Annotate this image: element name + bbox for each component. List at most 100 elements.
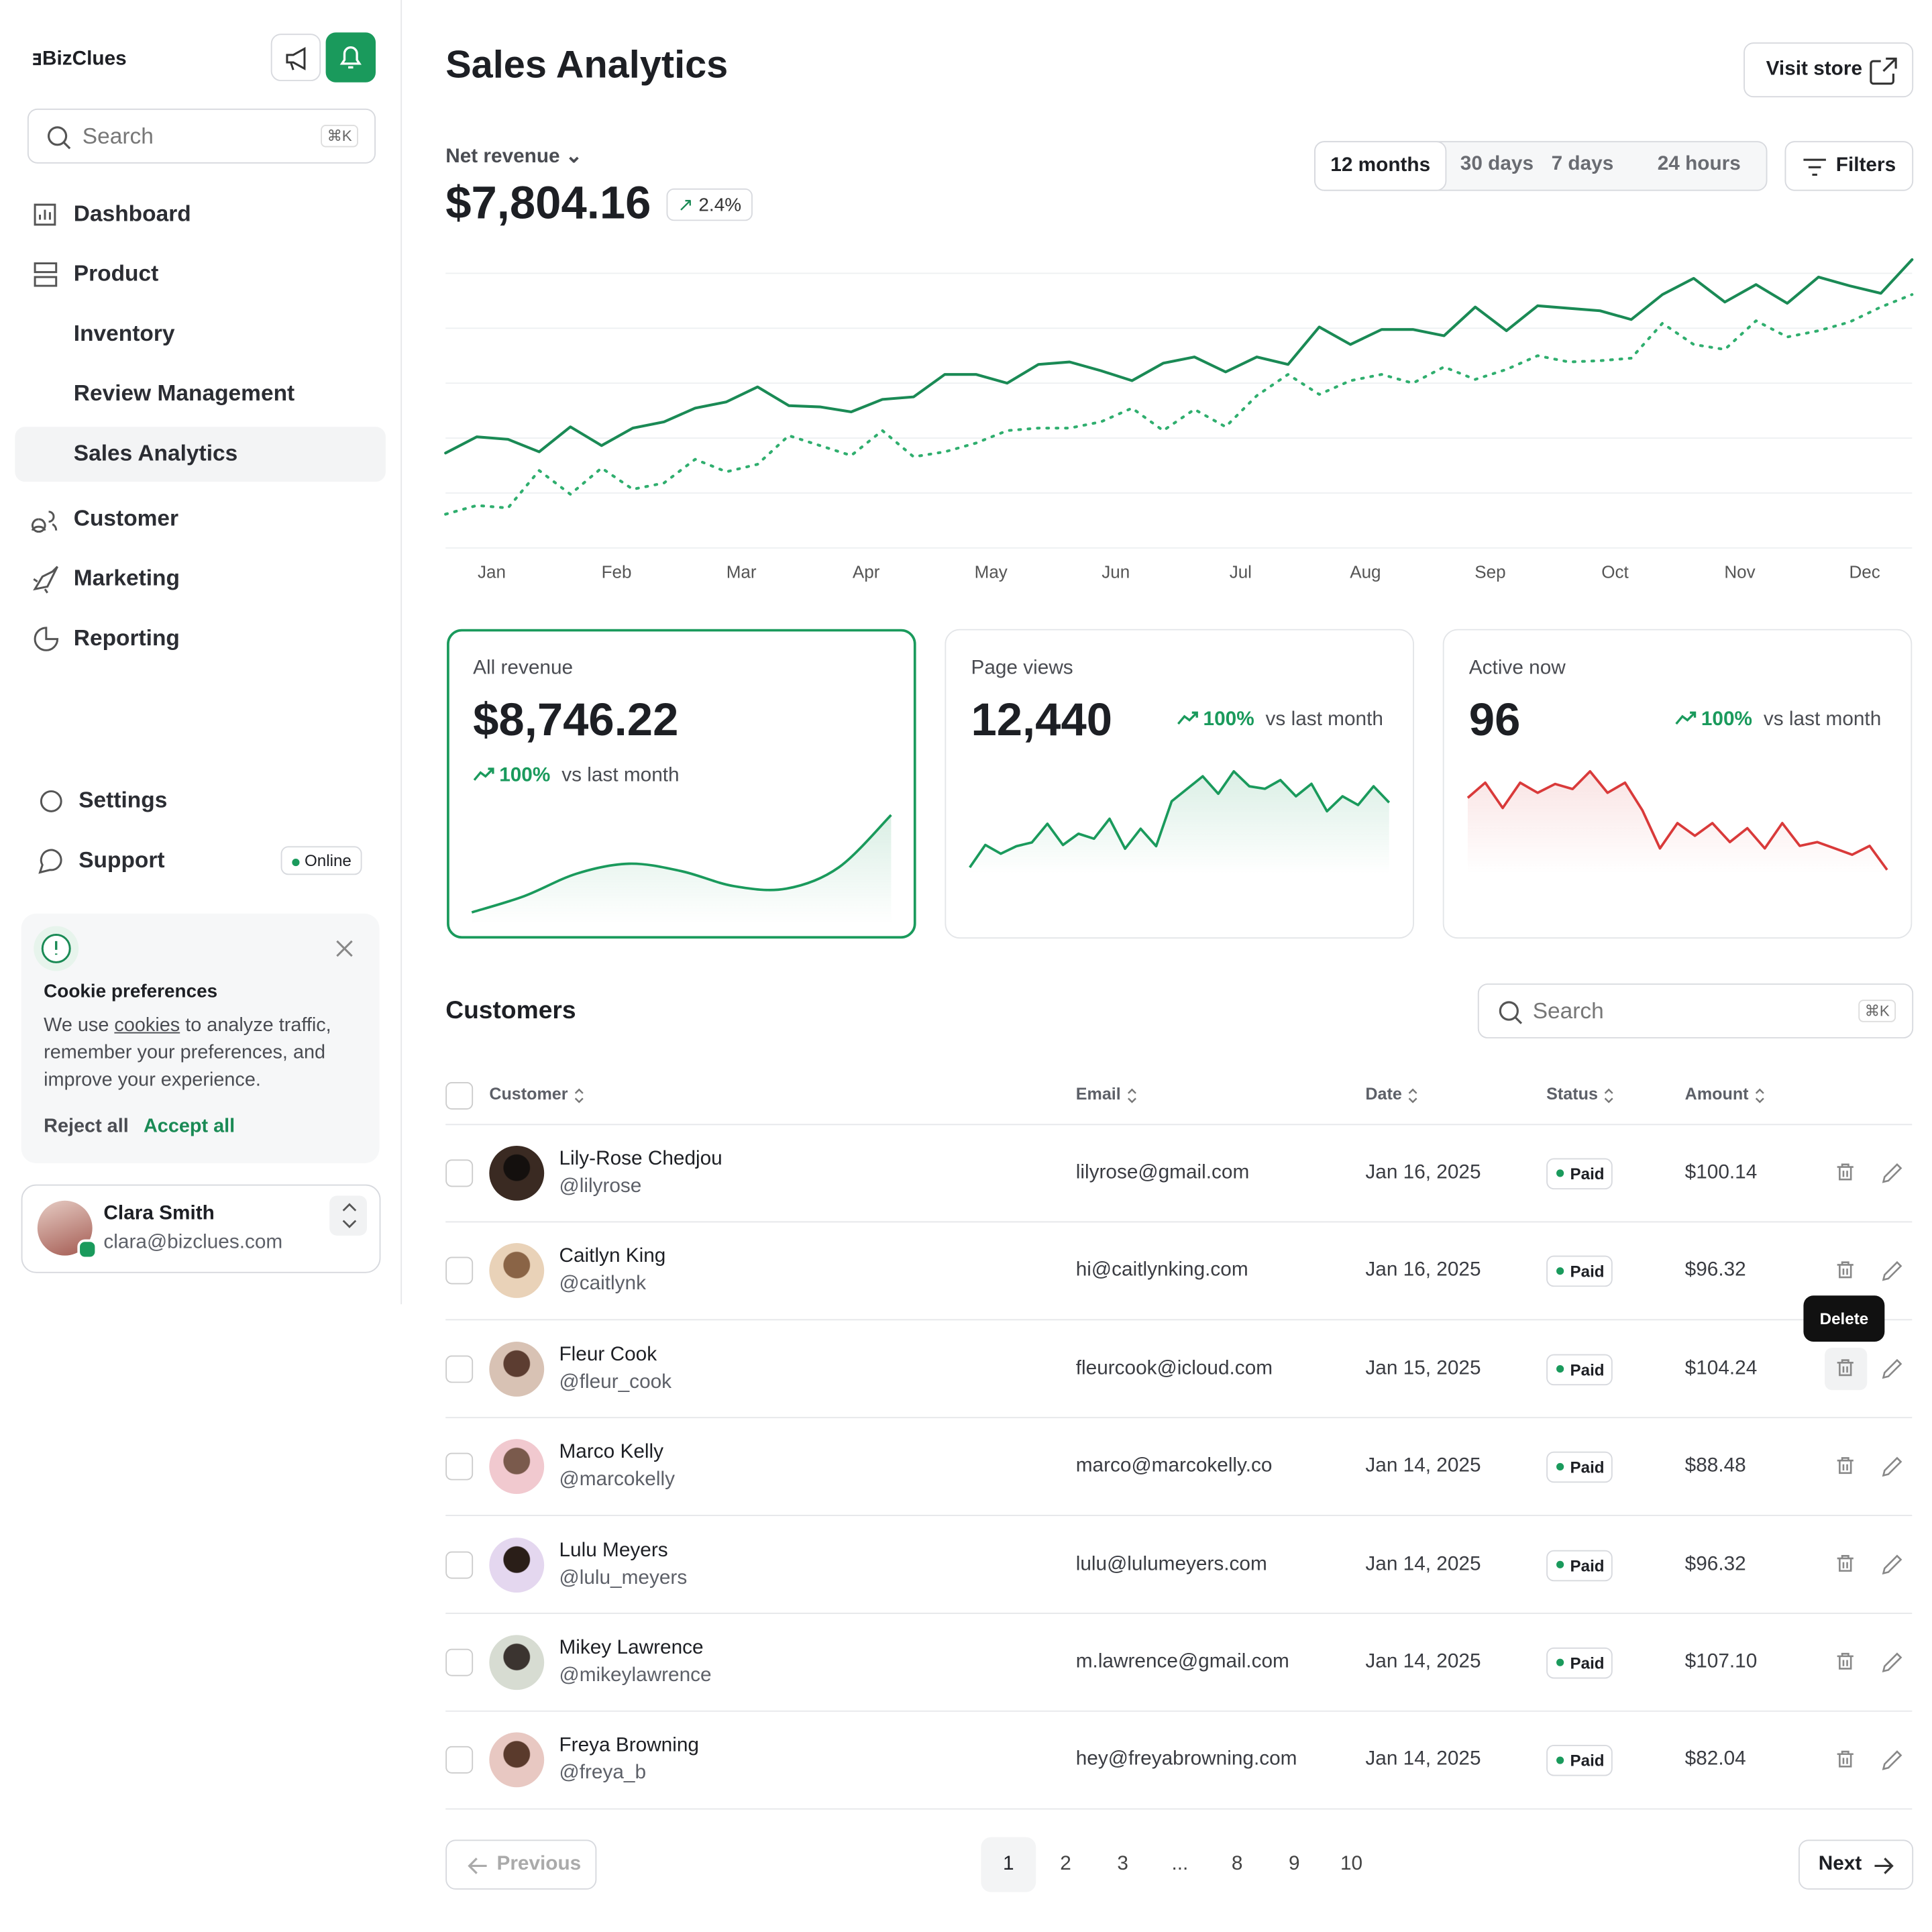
page-button[interactable]: 3: [1117, 1853, 1128, 1875]
column-header[interactable]: Amount: [1684, 1084, 1749, 1104]
range-tab[interactable]: 30 days: [1460, 153, 1534, 175]
revenue-line: [444, 258, 1914, 455]
x-tick-label: Feb: [602, 561, 632, 582]
row-checkbox[interactable]: [445, 1257, 474, 1285]
row-checkbox[interactable]: [445, 1452, 474, 1481]
filters-button[interactable]: Filters: [1784, 141, 1914, 191]
notification-button[interactable]: [325, 32, 376, 83]
icon: [1499, 1001, 1523, 1024]
avatar: [489, 1439, 545, 1495]
active-nav-bg: [15, 427, 386, 482]
x-tick-label: Sep: [1474, 561, 1505, 582]
nav-item[interactable]: Inventory: [73, 321, 175, 346]
page-button[interactable]: 2: [1060, 1853, 1071, 1875]
search-placeholder: Search: [82, 123, 154, 149]
announce-button[interactable]: [270, 34, 321, 81]
status-dot: [1556, 1560, 1564, 1568]
nav-item[interactable]: Customer: [73, 505, 179, 531]
range-tab[interactable]: 12 months: [1314, 141, 1447, 191]
page-button[interactable]: ...: [1171, 1853, 1189, 1875]
page-button[interactable]: 10: [1340, 1853, 1363, 1875]
table-search[interactable]: Search ⌘K: [1477, 983, 1914, 1038]
change: 2.4%: [698, 195, 742, 216]
sidebar-border: [400, 0, 402, 1305]
column-header[interactable]: Status: [1546, 1084, 1598, 1104]
row-checkbox[interactable]: [445, 1648, 474, 1676]
email: marco@marcokelly.co: [1075, 1455, 1273, 1477]
kpi-change: 100%: [499, 765, 551, 787]
delete-icon: [1837, 1652, 1854, 1670]
nav-item[interactable]: Marketing: [73, 565, 180, 591]
user-card[interactable]: Clara Smith clara@bizclues.com: [21, 1184, 381, 1273]
customer-name: Lily-Rose Chedjou: [559, 1148, 722, 1170]
customer-handle: @marcokelly: [559, 1469, 675, 1491]
trend-area: [969, 771, 1389, 874]
brand: ⱻBizClues: [32, 48, 127, 70]
delete-icon: [1837, 1554, 1854, 1572]
cookie-link[interactable]: cookies: [114, 1014, 180, 1036]
label: Next: [1818, 1853, 1862, 1875]
nav-item[interactable]: Review Management: [73, 380, 295, 406]
kpi-label: Page views: [971, 657, 1073, 680]
row-checkbox[interactable]: [445, 1355, 474, 1383]
reject-button[interactable]: Reject all: [44, 1116, 129, 1137]
edit-icon: [1882, 1456, 1902, 1477]
brand-name: BizClues: [42, 48, 127, 70]
nav-item[interactable]: Reporting: [73, 625, 180, 651]
column-header[interactable]: Email: [1075, 1084, 1121, 1104]
dot: [292, 859, 300, 867]
select-all[interactable]: [445, 1082, 474, 1110]
avatar: [489, 1243, 545, 1299]
page-button[interactable]: 8: [1231, 1853, 1243, 1875]
range-tab[interactable]: 7 days: [1551, 153, 1614, 175]
nav-item[interactable]: Support: [78, 847, 165, 873]
row-checkbox[interactable]: [445, 1550, 474, 1578]
chevron: [329, 1195, 367, 1236]
row-checkbox[interactable]: [445, 1159, 474, 1187]
edit-icon: [1882, 1750, 1902, 1770]
metric-selector[interactable]: Net revenue ⌄: [445, 146, 582, 168]
customer-name: Fleur Cook: [559, 1344, 657, 1366]
nav-icon: [34, 262, 58, 287]
trend-area: [1467, 771, 1888, 874]
nav-item[interactable]: Dashboard: [73, 201, 191, 226]
section-title: Customers: [445, 997, 576, 1025]
status-dot: [1556, 1658, 1564, 1666]
nav-item[interactable]: Sales Analytics: [73, 440, 238, 466]
next-button[interactable]: Next: [1798, 1839, 1914, 1890]
nav-item[interactable]: Settings: [78, 787, 168, 813]
amount: $96.32: [1684, 1259, 1746, 1281]
date: Jan 14, 2025: [1365, 1749, 1481, 1770]
label: Filters: [1835, 154, 1896, 176]
cookie-text: We use cookies to analyze traffic, remem…: [44, 1012, 362, 1095]
visit-store-button[interactable]: Visit store: [1743, 42, 1914, 98]
kpi-card: [447, 629, 916, 939]
page-button[interactable]: 1: [981, 1837, 1036, 1892]
accept-button[interactable]: Accept all: [143, 1116, 235, 1137]
customer-name: Freya Browning: [559, 1735, 699, 1757]
status-dot: [1556, 1267, 1564, 1275]
customer-name: Marco Kelly: [559, 1442, 664, 1463]
status-badge: Paid: [1546, 1256, 1613, 1287]
x-tick-label: Oct: [1601, 561, 1629, 582]
trend-line: [969, 769, 1391, 869]
nav-item[interactable]: Product: [73, 260, 159, 286]
cookie-icons: [34, 926, 353, 971]
column-header[interactable]: Date: [1365, 1084, 1402, 1104]
range-tab[interactable]: 24 hours: [1657, 153, 1741, 175]
customer-handle: @mikeylawrence: [559, 1664, 712, 1686]
text: We use: [44, 1014, 109, 1036]
row-checkbox[interactable]: [445, 1746, 474, 1774]
column-header[interactable]: Customer: [489, 1084, 568, 1104]
previous-button[interactable]: Previous: [445, 1839, 597, 1890]
page-button[interactable]: 9: [1289, 1853, 1300, 1875]
avatar: [489, 1537, 545, 1593]
kpi-card: [945, 629, 1414, 939]
x-tick-label: Mar: [727, 561, 757, 582]
sidebar-search[interactable]: Search ⌘K: [27, 108, 376, 164]
edit-icon: [1882, 1358, 1902, 1379]
avatar: [489, 1145, 545, 1201]
email: lilyrose@gmail.com: [1075, 1162, 1250, 1183]
